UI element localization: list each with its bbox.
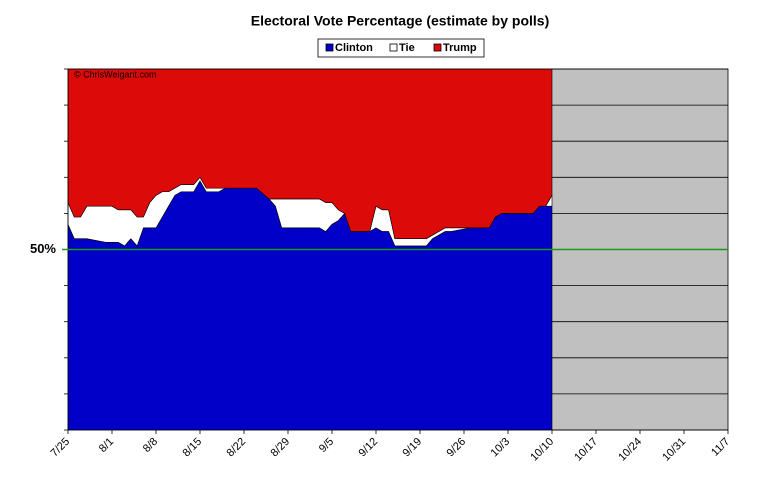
x-tick-label: 7/25 xyxy=(49,436,73,460)
x-tick-label: 8/15 xyxy=(181,436,205,460)
chart-title: Electoral Vote Percentage (estimate by p… xyxy=(251,13,550,29)
legend-swatch xyxy=(433,43,442,52)
legend-label: Clinton xyxy=(335,42,373,54)
x-tick-label: 10/17 xyxy=(572,436,600,464)
x-tick-label: 10/10 xyxy=(528,436,556,464)
x-tick-label: 11/7 xyxy=(709,436,732,459)
legend-label: Trump xyxy=(443,42,477,54)
legend-box xyxy=(317,38,485,58)
reference-label: 50% xyxy=(30,241,56,256)
x-tick-label: 8/22 xyxy=(225,436,249,460)
x-tick-label: 9/12 xyxy=(357,436,381,460)
x-tick-label: 8/8 xyxy=(141,436,160,455)
x-tick-label: 8/29 xyxy=(269,436,293,460)
annotation: © ChrisWeigant.com xyxy=(74,69,157,79)
x-tick-label: 10/24 xyxy=(616,436,644,464)
x-tick-label: 8/1 xyxy=(97,436,116,455)
legend-label: Tie xyxy=(399,42,415,54)
x-tick-label: 10/3 xyxy=(489,436,513,460)
legend-swatch xyxy=(389,43,398,52)
legend-swatch xyxy=(325,43,334,52)
x-tick-label: 9/19 xyxy=(401,436,425,460)
x-tick-label: 9/26 xyxy=(445,436,469,460)
x-tick-label: 9/5 xyxy=(317,436,336,455)
x-tick-label: 10/31 xyxy=(660,436,688,464)
